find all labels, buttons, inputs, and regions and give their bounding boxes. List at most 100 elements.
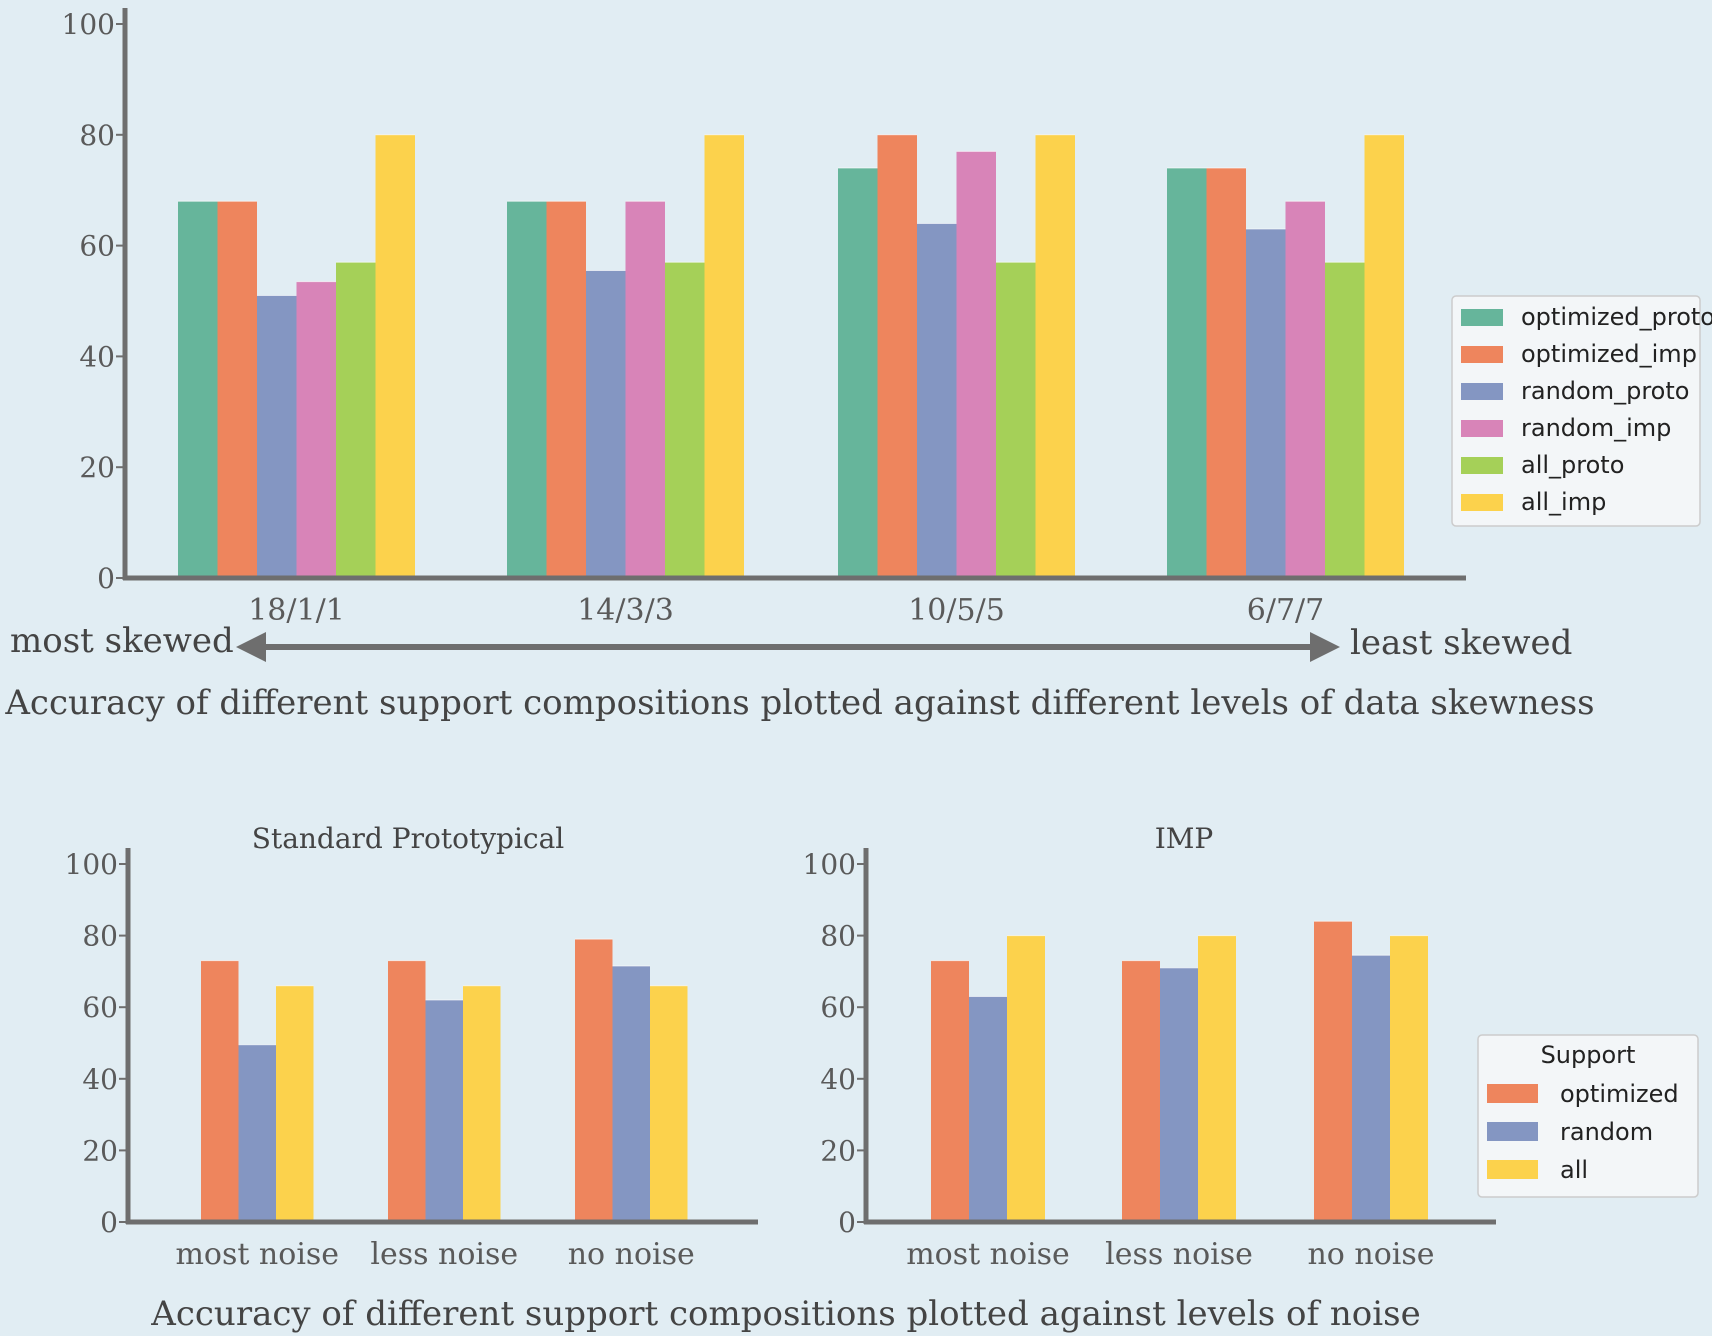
- legend-label-all: all: [1560, 1156, 1588, 1184]
- legend-box: [1451, 295, 1701, 527]
- skew-indicator: most skewed least skewed: [10, 621, 1572, 663]
- legend-label-optimized_proto: optimized_proto: [1521, 303, 1712, 331]
- bar-all-1: [463, 985, 501, 1222]
- bar-random-1: [425, 1000, 463, 1222]
- legend-swatch-all: [1487, 1160, 1538, 1179]
- bar-optimized-2: [575, 939, 613, 1222]
- bar-all-1: [1198, 935, 1236, 1222]
- legend-label-all_proto: all_proto: [1521, 451, 1624, 479]
- skew-label-right: least skewed: [1350, 623, 1572, 663]
- bar-optimized_proto-3: [1167, 168, 1207, 579]
- arrow-left-icon: [236, 632, 266, 662]
- caption-top: Accuracy of different support compositio…: [4, 683, 1594, 723]
- bar-all_proto-3: [1325, 262, 1365, 578]
- legend-label-random: random: [1560, 1118, 1653, 1146]
- legend-box: [1477, 1034, 1699, 1198]
- legend-swatch-all_imp: [1461, 494, 1503, 511]
- y-tick-label: 20: [820, 1134, 856, 1167]
- bar-all_imp-0: [375, 134, 415, 579]
- y-tick-label: 100: [803, 848, 856, 881]
- bar-optimized_imp-2: [877, 134, 917, 579]
- bar-random_imp-3: [1285, 201, 1325, 578]
- bar-all_imp-2: [1035, 134, 1075, 579]
- y-tick-label: 40: [79, 340, 115, 373]
- bar-random_proto-3: [1246, 228, 1286, 579]
- bar-random_proto-0: [257, 295, 297, 578]
- y-tick-label: 100: [62, 8, 115, 41]
- bar-all-0: [276, 985, 314, 1222]
- bar-optimized_proto-2: [838, 168, 878, 579]
- x-tick-label: 18/1/1: [248, 593, 345, 628]
- y-tick-label: 20: [82, 1134, 118, 1167]
- bar-random_imp-0: [296, 281, 336, 578]
- skew-label-left: most skewed: [10, 621, 234, 661]
- bar-random_proto-1: [586, 270, 626, 578]
- bar-all-0: [1007, 935, 1045, 1222]
- bar-all_imp-1: [704, 134, 744, 579]
- legend-support: Support optimized random all: [1477, 1034, 1699, 1198]
- y-tick-label: 100: [65, 848, 118, 881]
- y-tick-label: 80: [79, 119, 115, 152]
- y-tick-label: 80: [820, 920, 856, 953]
- y-tick-label: 40: [820, 1063, 856, 1096]
- bar-optimized-1: [388, 960, 426, 1222]
- x-tick-label: less noise: [1105, 1237, 1253, 1272]
- bar-optimized_imp-1: [546, 201, 586, 578]
- legend-swatch-optimized: [1487, 1084, 1538, 1103]
- x-tick-label: most noise: [175, 1237, 339, 1272]
- bar-random_imp-2: [956, 151, 996, 579]
- bar-optimized-0: [931, 960, 969, 1222]
- legend-swatch-all_proto: [1461, 457, 1503, 474]
- legend-swatch-optimized_imp: [1461, 346, 1503, 363]
- x-tick-label: most noise: [906, 1237, 1070, 1272]
- bar-optimized_imp-3: [1206, 168, 1246, 579]
- bar-random_proto-2: [917, 223, 957, 578]
- bar-optimized-1: [1122, 960, 1160, 1222]
- legend-label-random_imp: random_imp: [1521, 414, 1671, 442]
- x-tick-label: no noise: [568, 1237, 695, 1272]
- x-tick-label: 14/3/3: [577, 593, 674, 628]
- bar-all-2: [1390, 935, 1428, 1222]
- y-tick-label: 60: [82, 991, 118, 1024]
- chart-0: 18/1/1 14/3/3 10/5/5 6/7/7 0 20 40 60 80 100: [62, 8, 1466, 628]
- y-tick-label: 60: [79, 230, 115, 263]
- bar-random-1: [1160, 967, 1198, 1222]
- chart-title: IMP: [1155, 822, 1214, 855]
- bar-random-2: [612, 966, 650, 1222]
- arrow-right-icon: [1310, 632, 1340, 662]
- bar-random-2: [1352, 955, 1390, 1222]
- bar-optimized-2: [1314, 921, 1352, 1222]
- legend-label-random_proto: random_proto: [1521, 377, 1689, 405]
- y-tick-label: 40: [82, 1063, 118, 1096]
- y-tick-label: 0: [100, 1206, 118, 1239]
- chart-1: Standard Prototypical most noise less nois…: [65, 822, 758, 1272]
- legend-label-optimized: optimized: [1560, 1080, 1679, 1108]
- legend-top: optimized_proto optimized_imp random_proto…: [1451, 295, 1712, 527]
- bar-optimized_proto-1: [507, 201, 547, 578]
- bar-all_proto-0: [336, 262, 376, 578]
- y-tick-label: 0: [97, 562, 115, 595]
- chart-2: IMP most noise less noise no noise 0 20 40 60 80…: [803, 822, 1496, 1272]
- caption-bottom: Accuracy of different support compositio…: [150, 1294, 1420, 1334]
- legend-swatch-random: [1487, 1122, 1538, 1141]
- bar-all_proto-2: [996, 262, 1036, 578]
- legend-label-optimized_imp: optimized_imp: [1521, 340, 1697, 368]
- legend-label-all_imp: all_imp: [1521, 488, 1606, 516]
- x-tick-label: 6/7/7: [1247, 593, 1324, 628]
- bar-optimized_imp-0: [217, 201, 257, 578]
- y-tick-label: 0: [838, 1206, 856, 1239]
- bar-random_imp-1: [625, 201, 665, 578]
- bar-optimized-0: [201, 960, 239, 1222]
- legend-swatch-random_imp: [1461, 420, 1503, 437]
- bar-random-0: [969, 996, 1007, 1222]
- y-tick-label: 60: [820, 991, 856, 1024]
- legend-swatch-random_proto: [1461, 383, 1503, 400]
- bar-all-2: [650, 985, 688, 1222]
- legend-swatch-optimized_proto: [1461, 309, 1503, 326]
- y-tick-label: 20: [79, 451, 115, 484]
- bar-optimized_proto-0: [178, 201, 218, 578]
- y-tick-label: 80: [82, 920, 118, 953]
- x-tick-label: no noise: [1307, 1237, 1434, 1272]
